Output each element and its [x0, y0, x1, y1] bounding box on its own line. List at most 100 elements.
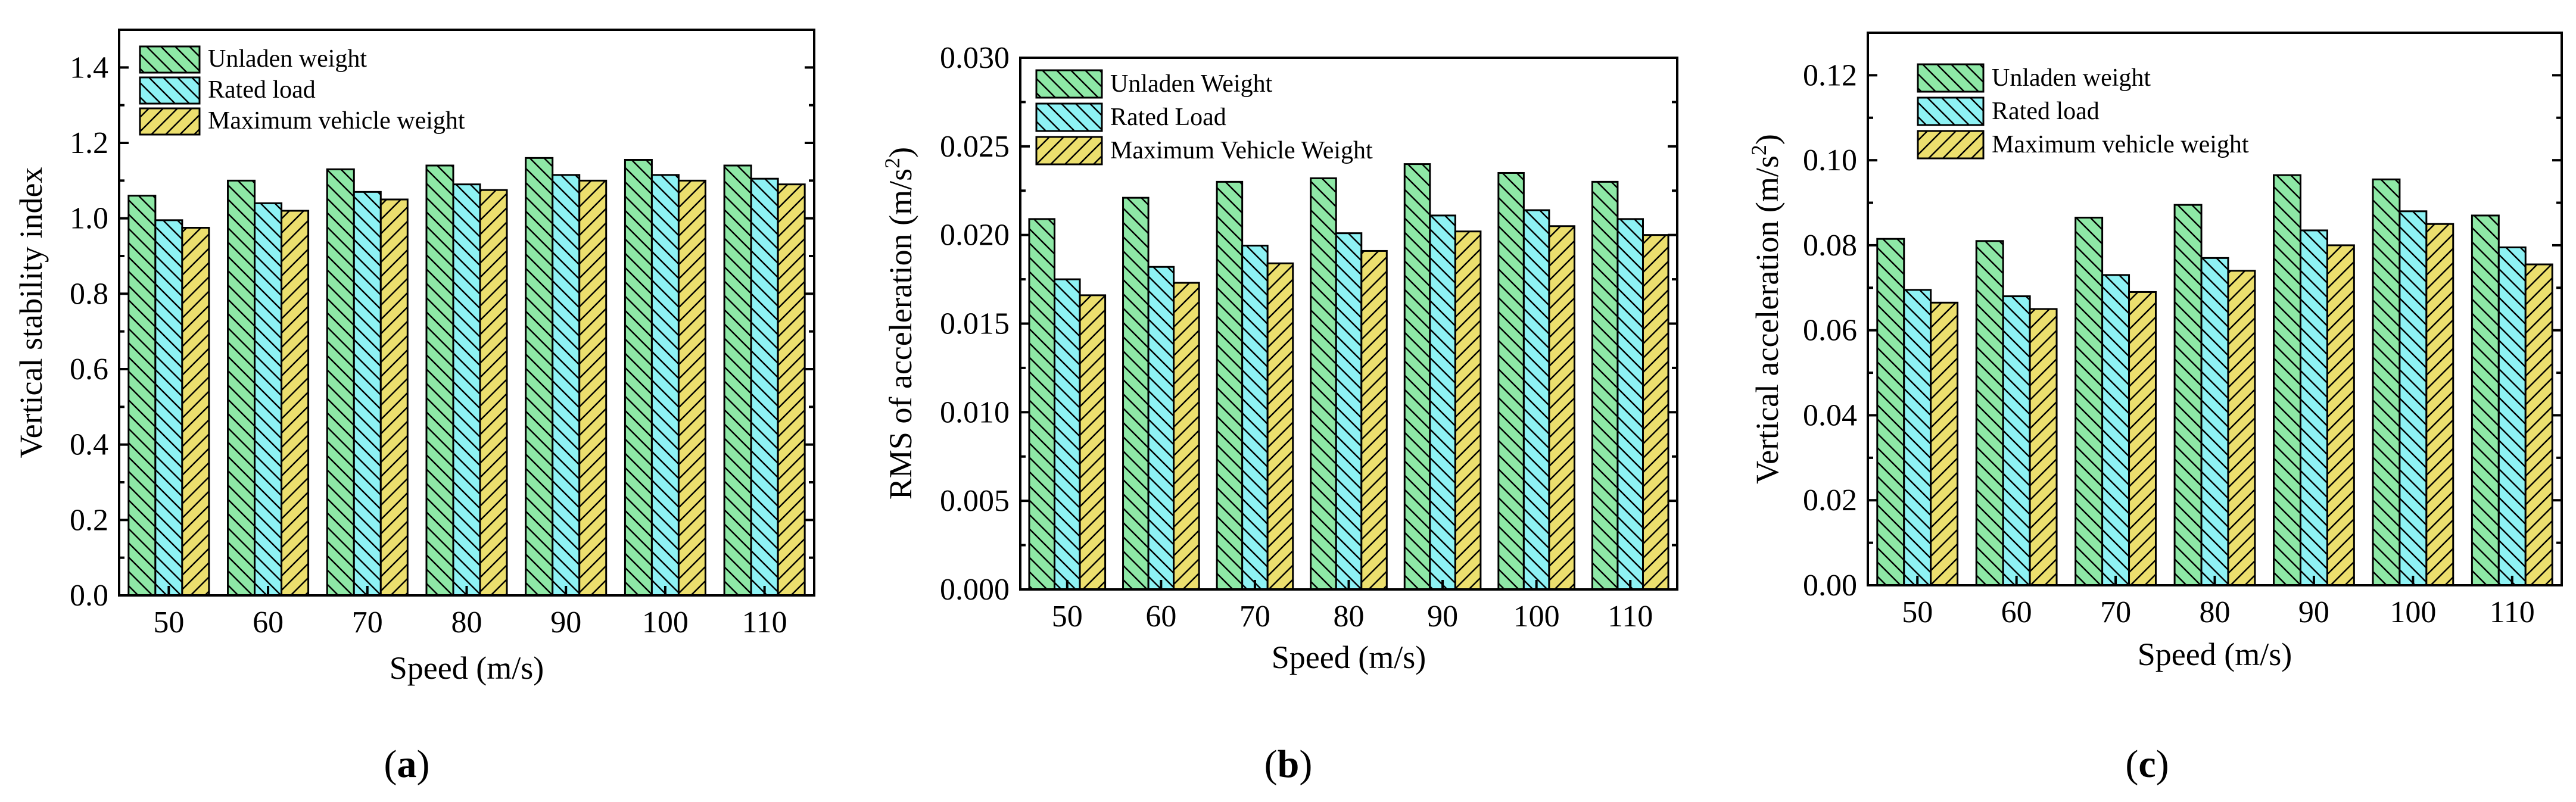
- bar-hatch-b-unladen-80: [1310, 178, 1337, 589]
- bars-b: [1028, 163, 1669, 591]
- x-tick-label-c-110: 110: [2490, 595, 2535, 629]
- legend-swatch-hatch-a-maximum: [140, 108, 200, 135]
- bar-hatch-b-rated-110: [1617, 219, 1643, 589]
- bar-hatch-c-maximum-80: [2228, 270, 2255, 585]
- x-tick-label-c-80: 80: [2200, 595, 2231, 629]
- y-tick-label-a-0: 0.0: [70, 579, 108, 613]
- y-axis-label-a: Vertical stability index: [13, 167, 49, 458]
- x-axis-label-c: Speed (m/s): [2138, 636, 2292, 672]
- bar-hatch-a-unladen-110: [724, 166, 752, 595]
- bar-hatch-c-rated-110: [2499, 247, 2526, 585]
- y-tick-label-b-2: 0.010: [940, 395, 1010, 429]
- legend-b: Unladen Weight Rated Load Maximum Vehicle …: [1035, 69, 1373, 166]
- y-tick-label-c-3: 0.06: [1803, 314, 1857, 348]
- bar-hatch-c-unladen-90: [2273, 175, 2301, 586]
- panel-label-a-letter: a: [397, 742, 417, 786]
- x-tick-label-b-50: 50: [1052, 600, 1083, 634]
- bar-hatch-c-rated-50: [1904, 289, 1931, 585]
- chart-panel-c: 50 60 70 80 90 100 110 0.00 0.02 0.04 0.06 0.08 0.10…: [1747, 32, 2563, 786]
- bar-hatch-a-rated-80: [453, 184, 481, 596]
- bar-hatch-b-maximum-110: [1643, 235, 1669, 590]
- y-axis-label-b: RMS of acceleration (m/s2): [880, 147, 918, 500]
- bar-hatch-b-maximum-90: [1455, 231, 1481, 589]
- y-tick-label-a-6: 1.2: [70, 126, 108, 160]
- x-tick-label-c-60: 60: [2001, 595, 2032, 629]
- chart-panel-b: 50 60 70 80 90 100 110 0.000 0.005 0.010 0.015 0.02…: [880, 41, 1678, 786]
- legend-swatch-hatch-b-unladen: [1036, 70, 1102, 98]
- bar-hatch-b-maximum-50: [1080, 295, 1105, 589]
- bar-hatch-a-rated-90: [552, 174, 580, 595]
- panel-label-b-open: (: [1264, 742, 1278, 786]
- bar-hatch-a-maximum-80: [480, 190, 507, 596]
- bar-hatch-b-rated-50: [1054, 279, 1080, 589]
- x-tick-label-b-100: 100: [1513, 600, 1560, 634]
- x-tick-label-c-50: 50: [1902, 595, 1933, 629]
- bar-hatch-a-unladen-60: [228, 180, 255, 595]
- x-tick-label-b-60: 60: [1145, 600, 1176, 634]
- panel-label-b: (b): [1264, 742, 1313, 786]
- y-axis-label-b-end: ): [883, 147, 918, 158]
- bar-hatch-b-unladen-50: [1029, 219, 1055, 589]
- panel-label-a-close: ): [417, 742, 430, 786]
- x-tick-label-b-80: 80: [1334, 600, 1365, 634]
- panel-label-c-letter: c: [2138, 742, 2156, 786]
- bars-a: [127, 157, 806, 597]
- y-tick-label-b-0: 0.000: [940, 573, 1010, 607]
- y-tick-label-a-4: 0.8: [70, 277, 108, 311]
- legend-c: Unladen weight Rated load Maximum vehicle …: [1917, 63, 2249, 160]
- y-axis-label-c: Vertical acceleration (m/s2): [1747, 134, 1785, 484]
- bar-hatch-a-maximum-100: [678, 180, 706, 595]
- bar-hatch-a-rated-110: [751, 179, 778, 596]
- bar-hatch-c-maximum-60: [2030, 309, 2057, 585]
- bar-hatch-a-unladen-50: [128, 195, 155, 596]
- y-axis-label-c-sup: 2: [1747, 145, 1771, 155]
- y-tick-label-b-4: 0.020: [940, 219, 1010, 252]
- bar-hatch-b-maximum-70: [1267, 263, 1293, 589]
- bar-hatch-c-unladen-80: [2175, 205, 2202, 586]
- bar-hatch-a-unladen-70: [327, 169, 354, 595]
- bar-hatch-c-unladen-50: [1877, 239, 1904, 585]
- bar-hatch-a-rated-50: [155, 220, 182, 595]
- bar-hatch-c-unladen-60: [1976, 241, 2004, 585]
- bar-hatch-b-unladen-110: [1592, 182, 1618, 589]
- panel-label-b-close: ): [1299, 742, 1312, 786]
- bar-hatch-c-unladen-110: [2472, 215, 2499, 585]
- x-tick-label-b-110: 110: [1608, 600, 1653, 634]
- y-tick-label-b-6: 0.030: [940, 41, 1010, 75]
- x-tick-label-a-60: 60: [253, 606, 284, 639]
- y-tick-label-c-2: 0.04: [1803, 398, 1857, 432]
- bar-hatch-b-maximum-80: [1361, 251, 1387, 589]
- bar-hatch-b-rated-100: [1524, 210, 1549, 589]
- y-tick-label-c-6: 0.12: [1803, 58, 1857, 92]
- bar-hatch-a-maximum-60: [281, 211, 309, 595]
- bar-hatch-c-rated-80: [2201, 258, 2228, 585]
- y-tick-label-a-3: 0.6: [70, 352, 108, 386]
- bar-hatch-b-unladen-100: [1498, 173, 1524, 589]
- panel-label-a-open: (: [384, 742, 397, 786]
- bar-hatch-b-maximum-100: [1549, 226, 1575, 589]
- bar-hatch-a-rated-70: [354, 192, 381, 595]
- x-tick-label-c-90: 90: [2298, 595, 2329, 629]
- x-tick-label-a-90: 90: [550, 606, 581, 639]
- y-tick-label-b-1: 0.005: [940, 484, 1010, 518]
- legend-label-a-rated: Rated load: [208, 76, 316, 104]
- x-tick-label-c-100: 100: [2390, 595, 2436, 629]
- bar-hatch-c-maximum-70: [2129, 292, 2156, 585]
- bar-hatch-a-maximum-90: [579, 180, 606, 595]
- bars-c: [1876, 174, 2553, 586]
- panel-label-c-open: (: [2125, 742, 2138, 786]
- legend-label-c-rated: Rated load: [1992, 98, 2100, 125]
- bar-hatch-a-maximum-50: [182, 227, 209, 595]
- bar-hatch-c-maximum-100: [2426, 224, 2453, 585]
- legend-swatch-hatch-c-rated: [1918, 98, 1983, 125]
- bar-hatch-c-rated-70: [2102, 274, 2129, 585]
- bar-hatch-a-rated-100: [652, 174, 679, 595]
- y-tick-label-b-3: 0.015: [940, 307, 1010, 341]
- bar-hatch-a-unladen-90: [525, 158, 553, 595]
- x-tick-label-a-100: 100: [642, 606, 689, 639]
- bar-hatch-b-unladen-70: [1217, 182, 1242, 589]
- bar-hatch-c-rated-60: [2003, 296, 2030, 585]
- y-tick-label-a-1: 0.2: [70, 503, 108, 537]
- legend-swatch-hatch-b-maximum: [1036, 137, 1102, 164]
- bar-hatch-c-rated-100: [2399, 211, 2427, 585]
